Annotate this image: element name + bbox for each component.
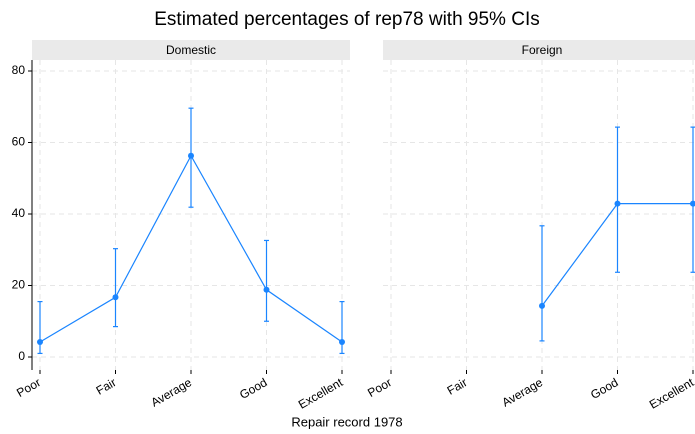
x-tick-label: Average xyxy=(149,375,195,410)
error-bar xyxy=(539,225,545,342)
point xyxy=(112,294,119,301)
panel-header xyxy=(32,40,350,60)
point xyxy=(539,302,545,309)
error-bar xyxy=(37,300,43,355)
x-tick-label: Poor xyxy=(14,375,43,400)
panel-title: Domestic xyxy=(166,43,216,57)
x-tick-label: Excellent xyxy=(296,375,346,412)
panel-title: Foreign xyxy=(522,43,563,57)
y-tick-label: 0 xyxy=(18,349,25,363)
point xyxy=(263,286,270,293)
y-tick-label: 60 xyxy=(12,135,26,149)
point xyxy=(339,338,345,345)
x-tick-label: Good xyxy=(588,375,620,402)
x-tick-label: Fair xyxy=(94,375,119,397)
y-tick-label: 40 xyxy=(12,206,26,220)
x-tick-label: Excellent xyxy=(647,375,695,412)
error-bar xyxy=(113,248,118,328)
point xyxy=(37,338,43,345)
error-bar xyxy=(690,126,695,273)
error-bar xyxy=(339,300,345,355)
point xyxy=(690,200,695,207)
y-tick-label: 80 xyxy=(12,63,26,77)
x-tick-label: Average xyxy=(500,375,546,410)
x-tick-label: Poor xyxy=(365,375,394,400)
y-tick-label: 20 xyxy=(12,278,26,292)
point xyxy=(614,200,621,207)
x-axis-label: Repair record 1978 xyxy=(291,414,402,429)
error-bar xyxy=(615,126,620,273)
x-tick-label: Good xyxy=(237,375,269,402)
panel-header xyxy=(383,40,695,60)
chart-title: Estimated percentages of rep78 with 95% … xyxy=(154,9,539,30)
error-bar xyxy=(264,239,269,322)
point xyxy=(188,152,194,159)
x-tick-label: Fair xyxy=(445,375,470,397)
